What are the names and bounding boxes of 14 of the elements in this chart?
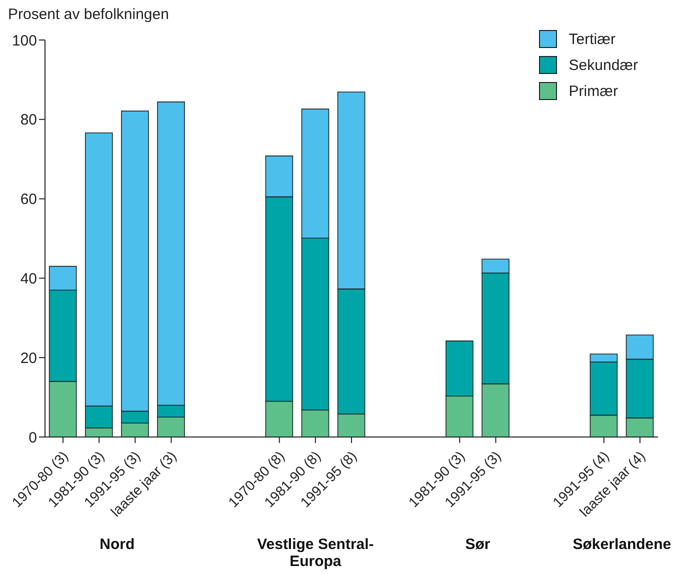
y-tick-label: 40 — [20, 270, 37, 288]
y-tick-label: 80 — [20, 112, 37, 129]
text: Søkerlandene — [572, 536, 672, 553]
legend-label: Sekundær — [568, 56, 638, 74]
y-axis-title: Prosent av befolkningen — [8, 6, 169, 23]
text: Sør — [465, 536, 490, 553]
legend-label: Tertiær — [568, 30, 616, 48]
y-tick-label: 0 — [28, 429, 37, 446]
legend-label: Primær — [568, 82, 618, 100]
y-tick-label: 60 — [20, 191, 37, 208]
text: Vestlige Sentral-Europa — [256, 536, 375, 570]
text: Nord — [100, 536, 135, 553]
y-tick-label: 20 — [20, 350, 37, 367]
y-tick-label: 100 — [12, 32, 37, 50]
